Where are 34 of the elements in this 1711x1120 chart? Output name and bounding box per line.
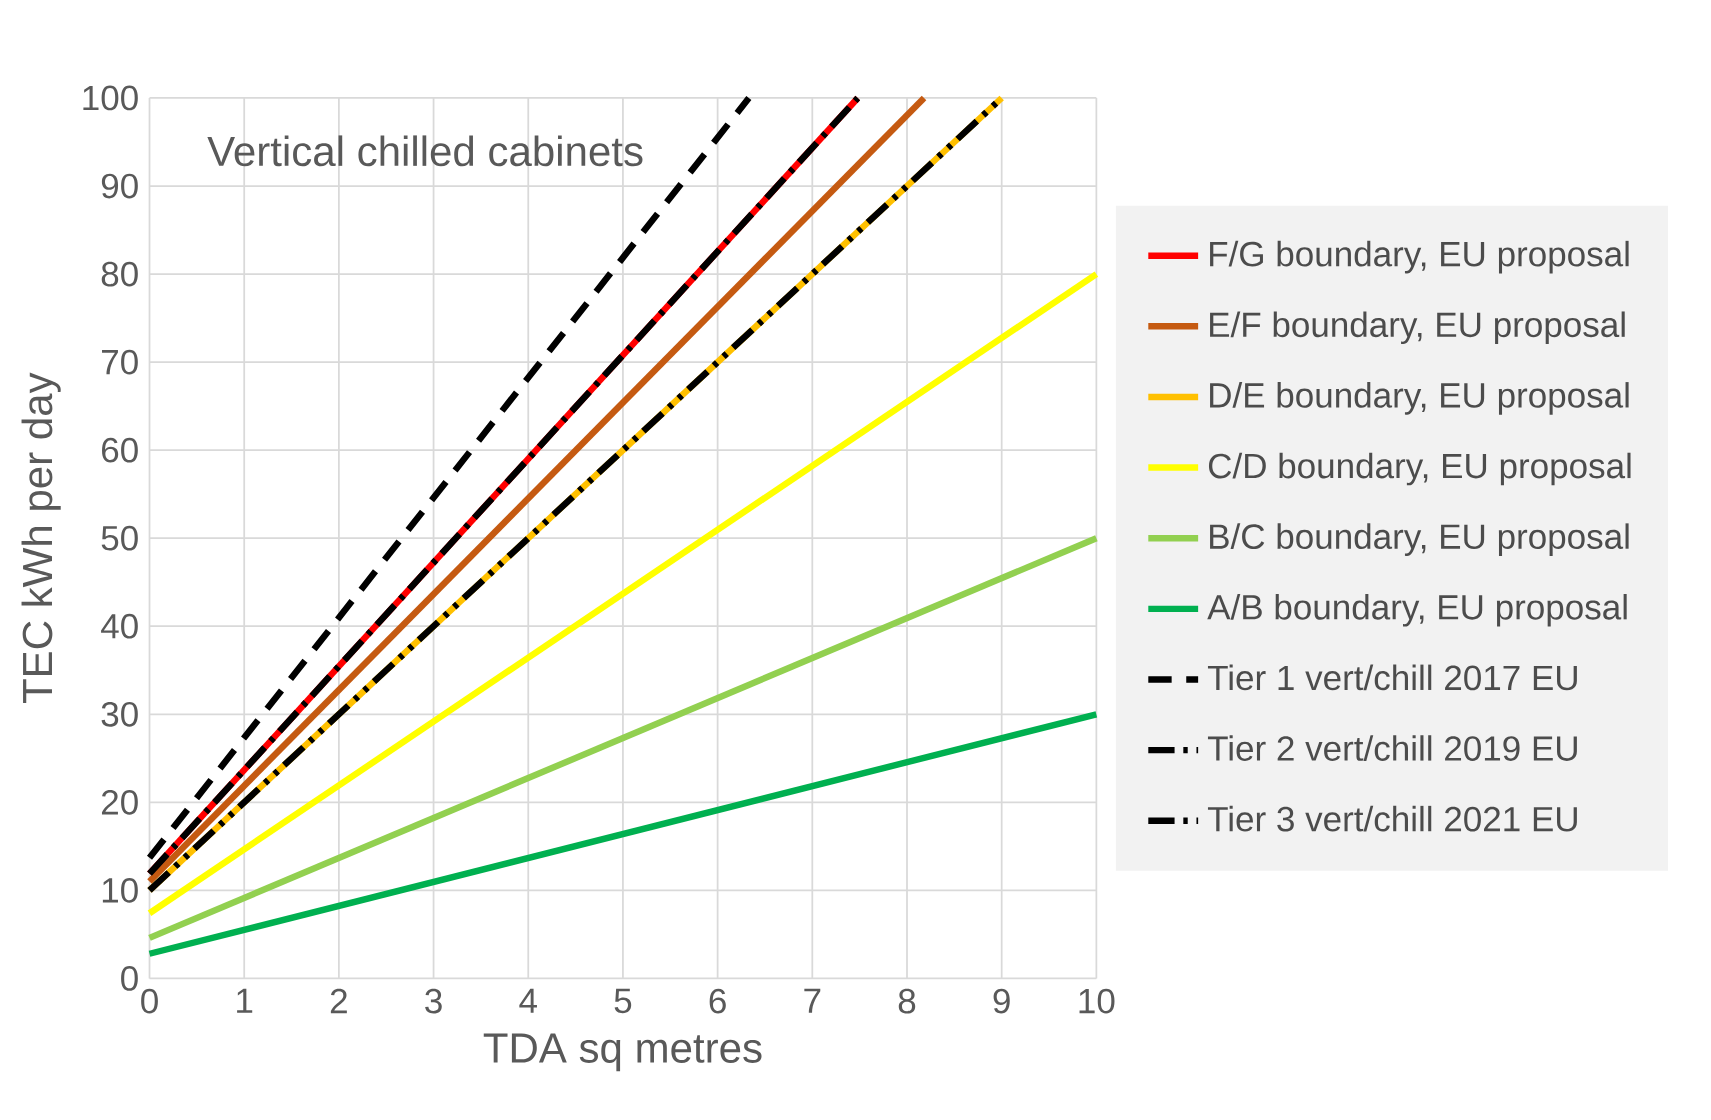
x-tick-label: 10 [1079, 988, 1115, 1014]
x-tick-label: 7 [804, 988, 821, 1014]
legend-label: Tier 1 vert/chill 2017 EU [1207, 664, 1577, 691]
y-tick-label: 60 [102, 437, 138, 463]
x-tick-label: 6 [709, 988, 726, 1014]
x-tick-label: 8 [898, 988, 916, 1014]
legend-label: C/D boundary, EU proposal [1208, 452, 1631, 486]
y-tick-label: 50 [101, 526, 138, 551]
y-tick-label: 80 [101, 261, 138, 287]
x-tick-label: 5 [614, 988, 632, 1014]
x-tick-label: 4 [519, 988, 537, 1014]
legend-label: Tier 3 vert/chill 2021 EU [1207, 806, 1577, 832]
annotation: Vertical chilled cabinets [207, 135, 643, 167]
legend-label: B/C boundary, EU proposal [1210, 523, 1629, 557]
legend-label: E/F boundary, EU proposal [1210, 311, 1625, 345]
y-tick-label: 0 [121, 966, 138, 991]
y-tick-label: 30 [101, 702, 138, 727]
y-tick-label: 70 [102, 349, 138, 375]
y-tick-label: 100 [83, 85, 138, 111]
legend-label: Tier 2 vert/chill 2019 EU [1207, 735, 1577, 762]
legend-label: D/E boundary, EU proposal [1210, 382, 1629, 415]
x-tick-label: 0 [141, 988, 158, 1014]
x-tick-label: 1 [237, 988, 253, 1014]
x-axis-title: TDA sq metres [483, 1033, 762, 1072]
x-tick-label: 3 [425, 988, 442, 1014]
legend-label: A/B boundary, EU proposal [1207, 594, 1627, 627]
y-tick-label: 20 [101, 790, 138, 815]
x-tick-label: 9 [993, 988, 1010, 1014]
x-tick-label: 2 [330, 988, 347, 1014]
y-tick-label: 40 [101, 614, 138, 639]
y-tick-label: 90 [101, 173, 138, 199]
y-axis-title: TEC kWh per day [21, 372, 61, 704]
y-tick-label: 10 [102, 878, 138, 903]
legend-label: F/G boundary, EU proposal [1210, 241, 1629, 274]
